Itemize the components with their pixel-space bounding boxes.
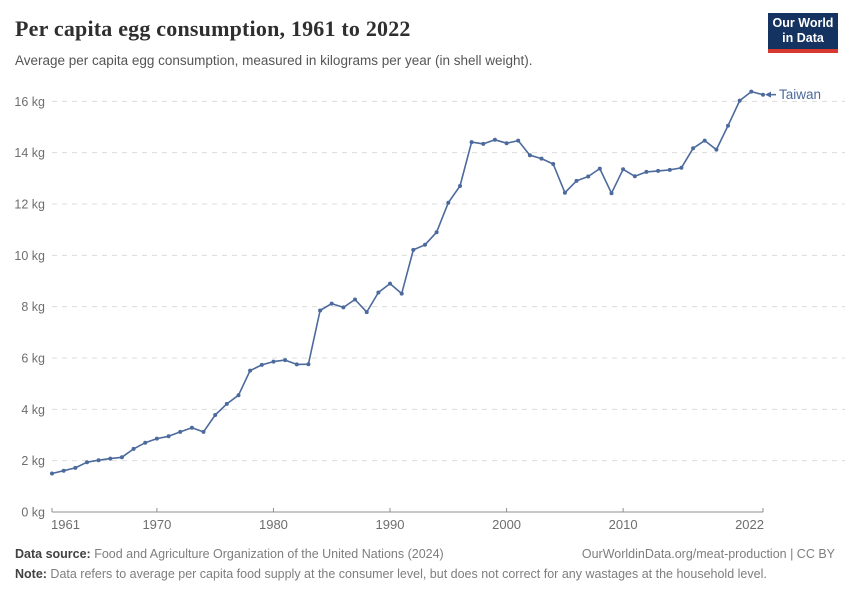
owid-logo-line1: Our World <box>772 16 834 30</box>
data-point[interactable] <box>667 167 672 172</box>
data-point[interactable] <box>679 165 684 170</box>
credit-link[interactable]: OurWorldinData.org/meat-production | CC … <box>581 547 835 561</box>
data-point[interactable] <box>364 310 369 315</box>
data-source: Data source: Food and Agriculture Organi… <box>15 547 444 561</box>
data-point[interactable] <box>166 434 171 439</box>
data-point[interactable] <box>726 123 730 128</box>
data-point[interactable] <box>516 138 521 143</box>
data-point[interactable] <box>399 291 404 296</box>
data-point[interactable] <box>574 178 579 183</box>
data-point[interactable] <box>96 458 101 463</box>
data-point[interactable] <box>50 471 54 476</box>
page-title: Per capita egg consumption, 1961 to 2022 <box>15 16 411 41</box>
series-label-taiwan[interactable]: Taiwan <box>779 87 821 102</box>
taiwan-line[interactable] <box>51 90 764 475</box>
data-point[interactable] <box>248 368 253 373</box>
y-axis-tick-label: 14 kg <box>14 146 45 160</box>
y-axis-tick-label: 4 kg <box>21 403 45 417</box>
data-point[interactable] <box>527 153 532 158</box>
series-label-connector <box>765 91 771 98</box>
x-axis-tick-label: 1970 <box>142 517 171 532</box>
chart-subtitle: Average per capita egg consumption, meas… <box>15 53 533 68</box>
data-point[interactable] <box>481 141 486 146</box>
data-point[interactable] <box>283 358 288 363</box>
data-point[interactable] <box>108 456 113 461</box>
data-point[interactable] <box>143 440 148 445</box>
data-point[interactable] <box>749 89 754 94</box>
data-point[interactable] <box>551 162 556 166</box>
data-point[interactable] <box>154 436 159 441</box>
data-point[interactable] <box>504 141 509 146</box>
data-point[interactable] <box>85 460 89 465</box>
data-point[interactable] <box>586 174 591 179</box>
data-point[interactable] <box>562 190 567 195</box>
y-axis-tick-label: 0 kg <box>21 506 45 520</box>
data-point[interactable] <box>702 138 707 143</box>
note: Note: Data refers to average per capita … <box>15 567 767 581</box>
data-point[interactable] <box>178 429 183 434</box>
y-axis-tick-label: 16 kg <box>14 95 45 109</box>
data-point[interactable] <box>597 166 602 171</box>
data-point[interactable] <box>469 140 474 145</box>
data-point[interactable] <box>224 401 229 406</box>
x-axis-tick-label: 2010 <box>609 517 638 532</box>
note-text: Data refers to average per capita food s… <box>46 567 767 581</box>
data-point[interactable] <box>353 297 357 302</box>
data-point[interactable] <box>737 98 742 103</box>
data-point[interactable] <box>411 247 416 252</box>
x-axis-tick-label: 2022 <box>735 517 764 532</box>
data-point[interactable] <box>376 290 381 295</box>
data-point[interactable] <box>691 146 696 151</box>
data-point[interactable] <box>131 446 136 451</box>
data-point[interactable] <box>539 156 544 161</box>
y-axis-tick-label: 10 kg <box>14 249 45 263</box>
y-axis-tick-label: 12 kg <box>14 197 45 211</box>
data-point[interactable] <box>341 305 346 310</box>
data-point[interactable] <box>423 242 427 247</box>
data-point[interactable] <box>306 362 311 367</box>
chart-footer: Data source: Food and Agriculture Organi… <box>0 540 850 600</box>
x-axis-tick-label: 1980 <box>259 517 288 532</box>
data-point[interactable] <box>294 362 299 367</box>
data-point[interactable] <box>621 167 626 172</box>
data-point[interactable] <box>492 137 497 142</box>
data-point[interactable] <box>609 191 614 196</box>
data-point[interactable] <box>446 200 451 205</box>
y-axis-tick-label: 6 kg <box>21 351 45 365</box>
data-source-text: Food and Agriculture Organization of the… <box>90 547 444 561</box>
y-axis-tick-label: 2 kg <box>21 454 45 468</box>
data-point[interactable] <box>201 429 206 434</box>
data-point[interactable] <box>388 281 392 286</box>
data-point[interactable] <box>318 308 323 313</box>
data-point[interactable] <box>329 301 334 306</box>
x-axis-tick-label: 1990 <box>376 517 405 532</box>
chart-header: Per capita egg consumption, 1961 to 2022… <box>0 0 850 80</box>
data-point[interactable] <box>656 168 661 173</box>
x-axis-tick-label: 2000 <box>492 517 521 532</box>
data-source-label: Data source: <box>15 547 91 561</box>
data-point[interactable] <box>73 465 78 470</box>
data-point[interactable] <box>189 425 194 430</box>
data-point[interactable] <box>434 230 439 235</box>
data-point[interactable] <box>761 92 765 97</box>
data-point[interactable] <box>458 184 462 188</box>
data-point[interactable] <box>271 359 276 364</box>
note-label: Note: <box>15 567 47 581</box>
data-point[interactable] <box>119 455 124 460</box>
data-point[interactable] <box>259 362 264 367</box>
data-point[interactable] <box>236 393 241 398</box>
data-point[interactable] <box>644 169 649 174</box>
owid-logo[interactable]: Our World in Data <box>768 13 838 53</box>
line-chart[interactable]: 0 kg 2 kg 4 kg 6 kg 8 kg 10 kg 12 kg 14 kg 16 kg… <box>0 80 850 540</box>
owid-logo-line2: in Data <box>782 31 824 45</box>
y-axis-tick-label: 8 kg <box>21 300 45 314</box>
data-point[interactable] <box>61 468 66 473</box>
data-point[interactable] <box>213 413 218 417</box>
data-point[interactable] <box>714 147 719 152</box>
x-axis-tick-label: 1961 <box>51 517 80 532</box>
data-point[interactable] <box>632 174 637 179</box>
